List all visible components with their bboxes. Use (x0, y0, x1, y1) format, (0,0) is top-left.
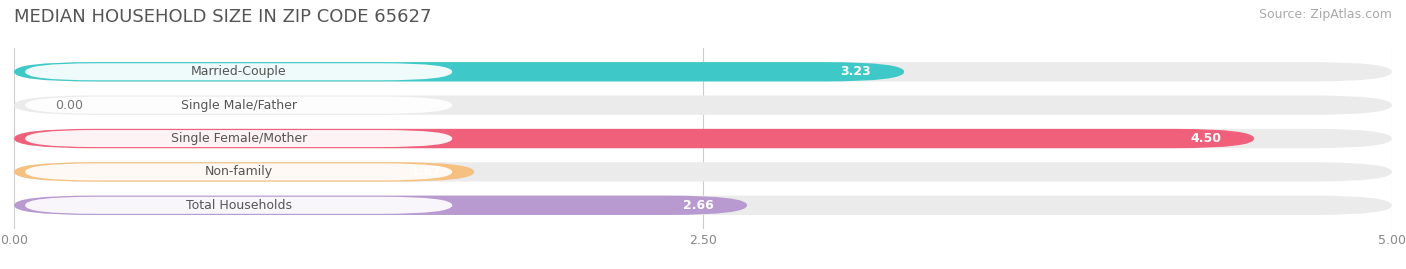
FancyBboxPatch shape (25, 97, 453, 114)
FancyBboxPatch shape (14, 129, 1392, 148)
FancyBboxPatch shape (14, 196, 1392, 215)
Text: 4.50: 4.50 (1189, 132, 1220, 145)
Text: 1.67: 1.67 (411, 165, 441, 178)
FancyBboxPatch shape (25, 130, 453, 147)
Text: Married-Couple: Married-Couple (191, 65, 287, 78)
Text: Total Households: Total Households (186, 199, 291, 212)
Text: Single Male/Father: Single Male/Father (180, 99, 297, 112)
Text: 0.00: 0.00 (55, 99, 83, 112)
Text: Non-family: Non-family (205, 165, 273, 178)
FancyBboxPatch shape (14, 129, 1254, 148)
Text: 2.66: 2.66 (683, 199, 714, 212)
FancyBboxPatch shape (25, 63, 453, 80)
FancyBboxPatch shape (14, 62, 1392, 82)
FancyBboxPatch shape (14, 196, 747, 215)
Text: Source: ZipAtlas.com: Source: ZipAtlas.com (1258, 8, 1392, 21)
FancyBboxPatch shape (14, 162, 474, 182)
FancyBboxPatch shape (25, 197, 453, 214)
FancyBboxPatch shape (14, 95, 1392, 115)
FancyBboxPatch shape (14, 162, 1392, 182)
Text: 3.23: 3.23 (841, 65, 872, 78)
Text: Single Female/Mother: Single Female/Mother (170, 132, 307, 145)
Text: MEDIAN HOUSEHOLD SIZE IN ZIP CODE 65627: MEDIAN HOUSEHOLD SIZE IN ZIP CODE 65627 (14, 8, 432, 26)
FancyBboxPatch shape (25, 163, 453, 180)
FancyBboxPatch shape (14, 62, 904, 82)
